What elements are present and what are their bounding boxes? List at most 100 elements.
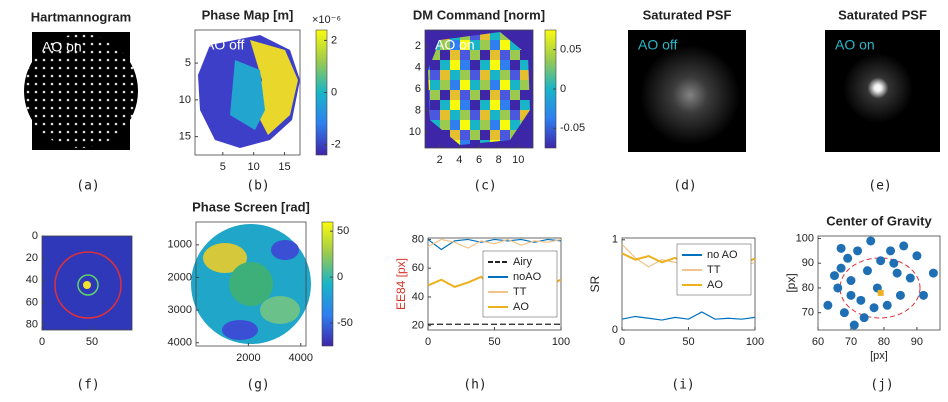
scatter-point [876, 256, 886, 266]
y-tick-label: 80 [412, 233, 424, 245]
y-tick-label: 40 [26, 274, 38, 286]
annotation: AO on [435, 37, 475, 53]
f-ring [54, 251, 122, 319]
psf-on-core [843, 53, 913, 123]
panel-title: Saturated PSF [643, 7, 732, 22]
y-tick-label: 1 [612, 234, 618, 246]
center-marker [877, 289, 884, 296]
y-axis-label: [px] [784, 273, 798, 292]
legend-label: no AO [707, 249, 738, 261]
scatter-point [889, 258, 899, 268]
caption: (b) [246, 179, 269, 194]
y-tick-label: 8 [415, 104, 421, 116]
colorbar-tick-label: -50 [337, 317, 353, 329]
scatter-point [895, 290, 905, 300]
g-blob [271, 240, 299, 260]
x-tick-label: 50 [488, 336, 500, 348]
colorbar-tick-label: 0.05 [560, 44, 581, 56]
caption: (j) [870, 378, 893, 393]
y-tick-label: 6 [415, 83, 421, 95]
colorbar-tick-label: -2 [331, 138, 341, 150]
scatter-point [882, 300, 892, 310]
y-tick-label: 60 [26, 296, 38, 308]
axes-box [195, 221, 307, 347]
colorbar-tick-label: 2 [331, 34, 337, 46]
y-tick-label: 40 [412, 291, 424, 303]
y-tick-label: 5 [185, 57, 191, 69]
caption: (h) [463, 378, 486, 393]
caption: (e) [868, 179, 891, 194]
f-spot [83, 281, 91, 289]
spots [24, 34, 138, 148]
x-tick-label: 2 [437, 154, 443, 166]
dm-command [428, 32, 530, 145]
scatter-point [928, 268, 938, 278]
x-tick-label: 80 [878, 336, 890, 348]
f-ring-small [77, 274, 99, 296]
legend-label: TT [707, 264, 721, 276]
psf-off-halo [640, 45, 740, 145]
y-tick-label: 80 [802, 282, 814, 294]
line-series [621, 311, 756, 321]
panel-title: DM Command [norm] [413, 7, 545, 22]
panel-title: Phase Screen [rad] [192, 199, 310, 214]
g-center [229, 262, 273, 306]
x-tick-label: 6 [476, 154, 482, 166]
scatter-point [849, 320, 859, 330]
scatter-point [899, 241, 909, 251]
y-tick-label: 3000 [168, 304, 192, 316]
y-tick-label: 70 [802, 307, 814, 319]
y-tick-label: 20 [412, 320, 424, 332]
y-tick-label: 4000 [168, 337, 192, 349]
scatter-point [853, 246, 863, 256]
y-tick-label: 60 [412, 262, 424, 274]
axes-box [817, 235, 941, 331]
x-tick-label: 0 [39, 336, 45, 348]
caption: (f) [76, 378, 99, 393]
x-axis-label: [px] [870, 350, 888, 362]
annotation: AO off [638, 37, 678, 53]
panel-title: Center of Gravity [826, 213, 932, 228]
axes-box [194, 29, 301, 156]
scatter-point [836, 243, 846, 253]
caption: (g) [246, 378, 269, 393]
y-tick-label: 0 [612, 324, 618, 336]
x-tick-label: 10 [248, 161, 260, 173]
images [24, 30, 940, 346]
y-tick-label: 10 [179, 94, 191, 106]
x-tick-label: 50 [86, 336, 98, 348]
x-tick-label: 8 [496, 154, 502, 166]
x-tick-label: 100 [746, 336, 764, 348]
colorbar-tick-label: 0 [331, 86, 337, 98]
y-tick-label: 1000 [168, 239, 192, 251]
scatter-point [912, 251, 922, 261]
scatter-point [823, 300, 833, 310]
g-blob [203, 243, 247, 273]
y-tick-label: 90 [802, 257, 814, 269]
y-tick-label: 2000 [168, 271, 192, 283]
x-tick-label: 50 [682, 336, 694, 348]
annotation: AO off [205, 37, 245, 53]
scatter-point [839, 308, 849, 318]
caption: (a) [76, 179, 99, 194]
x-tick-label: 100 [552, 336, 570, 348]
y-tick-label: 2 [415, 40, 421, 52]
scatter-point [843, 253, 853, 263]
panel-title: Hartmannogram [31, 9, 131, 24]
colorbar-tick-label: 0 [560, 83, 566, 95]
x-tick-label: 60 [812, 336, 824, 348]
y-tick-label: 20 [26, 252, 38, 264]
scatter-point [869, 303, 879, 313]
y-axis-label: EE84 [px] [394, 258, 408, 310]
legend-label: Airy [513, 256, 532, 268]
scatter-point [905, 273, 915, 283]
legend-label: AO [513, 301, 529, 313]
scatter-point [892, 268, 902, 278]
scatter-point [846, 290, 856, 300]
scatter-point [919, 290, 929, 300]
annotation: AO on [835, 37, 875, 53]
g-blob [222, 320, 258, 340]
legend-label: TT [513, 286, 527, 298]
y-tick-label: 0 [32, 230, 38, 242]
